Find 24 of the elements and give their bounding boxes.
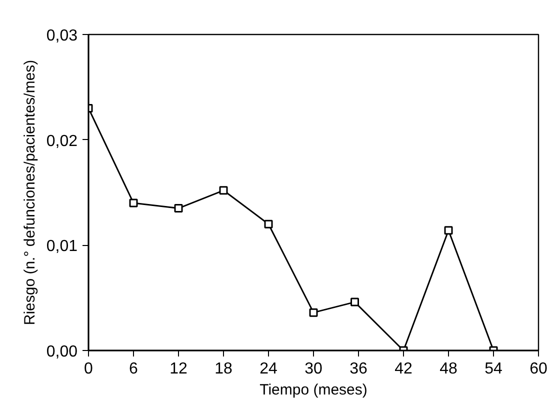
y-tick-label: 0,01 — [46, 238, 78, 256]
point — [309, 308, 318, 317]
x-tick-label: 54 — [484, 360, 502, 378]
x-tick-label: 0 — [84, 360, 94, 378]
y-tick-label: 0,03 — [46, 28, 78, 44]
x-tick-label: 6 — [129, 360, 138, 378]
point — [219, 186, 228, 195]
y-axis-title: Riesgo (n.° defunciones/pacientes/mes) — [21, 60, 38, 326]
x-tick-label: 30 — [304, 360, 322, 378]
y-tick-label: 0,02 — [46, 132, 78, 150]
x-axis-title: Tiempo (meses) — [260, 382, 368, 398]
point — [264, 220, 273, 228]
x-tick-label: 60 — [530, 360, 548, 378]
x-tick-label: 42 — [394, 360, 412, 378]
y-tick-label: 0,00 — [46, 344, 78, 360]
point — [174, 204, 183, 213]
point — [350, 298, 359, 306]
x-tick-label: 12 — [170, 360, 188, 378]
x-tick-label: 48 — [440, 360, 458, 378]
x-tick-label: 24 — [260, 360, 278, 378]
point — [129, 198, 138, 208]
point — [444, 226, 453, 235]
x-tick-label: 36 — [350, 360, 368, 378]
x-tick-label: 18 — [214, 360, 232, 378]
